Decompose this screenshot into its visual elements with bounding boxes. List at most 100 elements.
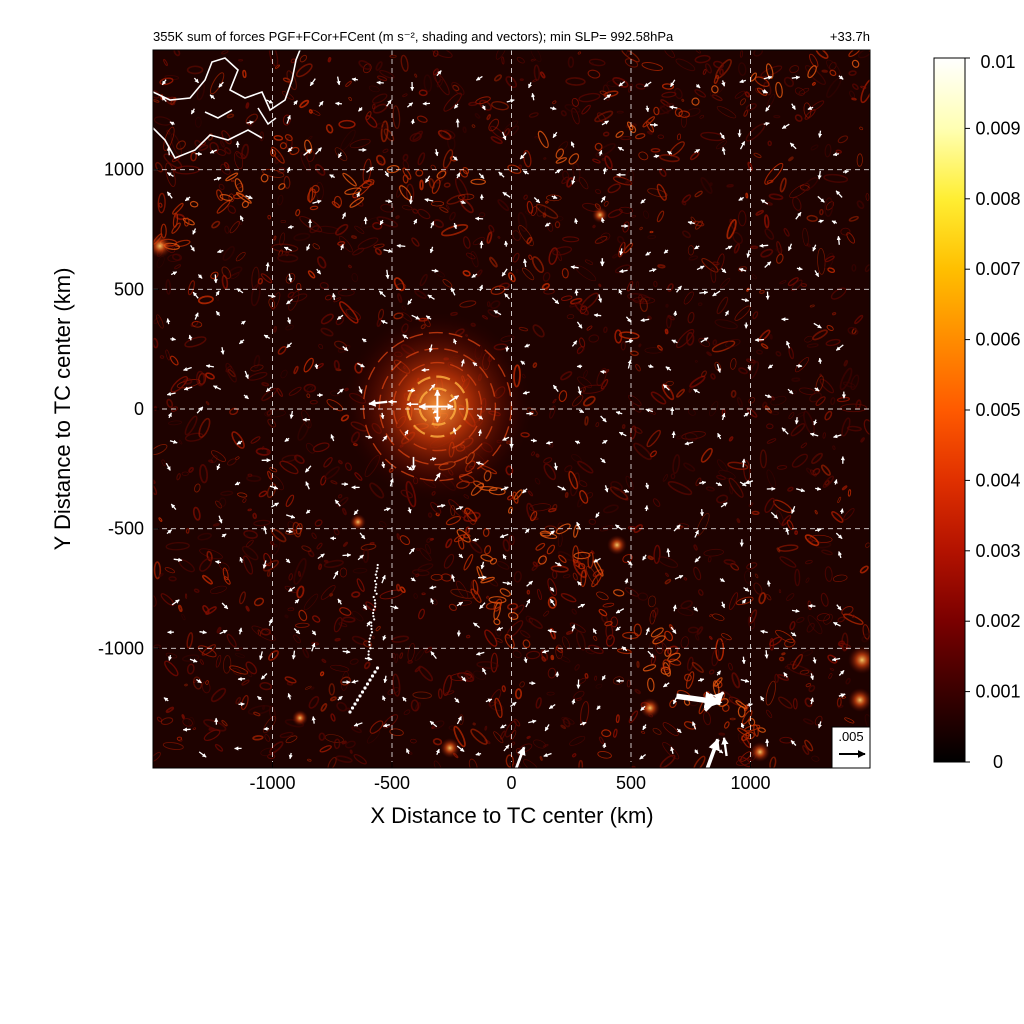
shading-swirl	[197, 532, 212, 541]
shading-swirl	[341, 740, 347, 745]
shading-swirl	[171, 406, 178, 412]
shading-swirl	[587, 69, 601, 79]
small-vector-arrow	[577, 603, 586, 609]
shading-swirl	[765, 594, 772, 601]
shading-swirl	[226, 458, 237, 466]
small-vector-arrow	[615, 411, 623, 416]
shading-swirl	[569, 622, 586, 633]
small-vector-arrow	[741, 598, 747, 604]
shading-swirl	[840, 227, 851, 236]
shading-swirl	[261, 387, 278, 402]
shading-swirl	[202, 574, 213, 585]
shading-swirl	[396, 184, 404, 198]
shading-swirl	[418, 665, 434, 682]
shading-swirl	[686, 656, 694, 672]
shading-swirl	[578, 759, 584, 768]
shading-band-swirl	[546, 544, 556, 555]
shading-band-swirl	[445, 515, 461, 526]
shading-swirl	[618, 331, 640, 340]
shading-swirl	[518, 225, 534, 247]
shading-swirl	[316, 256, 327, 269]
shading-swirl	[777, 544, 799, 552]
shading-swirl	[268, 298, 276, 309]
shading-swirl	[468, 758, 478, 768]
small-vector-arrow	[696, 265, 705, 271]
small-vector-arrow	[220, 347, 225, 355]
small-vector-arrow	[525, 598, 531, 608]
shading-swirl	[786, 519, 794, 531]
shading-swirl	[804, 534, 820, 547]
shading-swirl	[635, 363, 641, 372]
shading-swirl	[620, 135, 632, 141]
x-tick-label: 0	[506, 773, 516, 793]
shading-swirl	[626, 679, 631, 688]
small-vector-arrow	[709, 693, 717, 701]
small-vector-arrow	[763, 121, 770, 126]
shading-swirl	[526, 200, 534, 214]
shading-swirl	[726, 218, 737, 240]
shading-swirl	[264, 409, 286, 418]
small-vector-arrow	[424, 197, 434, 203]
shading-swirl	[257, 277, 264, 285]
small-vector-arrow	[209, 94, 216, 100]
shading-swirl	[375, 625, 381, 632]
small-vector-arrow	[218, 515, 223, 524]
shading-swirl	[584, 259, 594, 265]
shading-swirl	[647, 595, 657, 608]
small-vector-arrow	[760, 696, 765, 702]
shading-swirl	[551, 570, 558, 580]
shading-swirl	[399, 535, 411, 546]
shading-swirl	[443, 182, 451, 188]
shading-swirl	[588, 58, 606, 67]
shading-swirl	[421, 592, 426, 596]
shading-swirl	[472, 722, 476, 726]
small-vector-arrow	[357, 362, 365, 368]
small-vector-arrow	[188, 334, 193, 341]
shading-swirl	[245, 661, 258, 675]
small-vector-arrow	[406, 748, 410, 755]
shading-swirl	[513, 570, 522, 583]
shading-swirl	[153, 751, 161, 762]
shading-swirl	[683, 577, 688, 581]
shading-swirl	[706, 351, 712, 357]
force-vector	[703, 691, 725, 712]
shading-swirl	[181, 654, 200, 662]
small-vector-arrow	[306, 243, 311, 251]
shading-swirl	[338, 622, 348, 628]
shading-swirl	[547, 596, 558, 609]
trail-dot	[355, 698, 360, 702]
shading-swirl	[841, 485, 848, 491]
shading-swirl	[829, 667, 835, 671]
shading-swirl	[174, 264, 182, 270]
shading-band-swirl	[642, 664, 657, 672]
shading-swirl	[562, 236, 580, 243]
shading-swirl	[170, 376, 189, 393]
shading-swirl	[558, 655, 571, 663]
shading-swirl	[805, 577, 810, 583]
small-vector-arrow	[592, 628, 597, 635]
small-vector-arrow	[593, 557, 601, 563]
shading-band-swirl	[436, 170, 447, 179]
shading-swirl	[235, 696, 242, 705]
shading-swirl	[368, 85, 380, 93]
small-vector-arrow	[244, 370, 249, 379]
shading-swirl	[595, 422, 600, 428]
small-vector-arrow	[505, 346, 510, 352]
shading-band-swirl	[184, 217, 190, 227]
small-vector-arrow	[476, 414, 484, 420]
shading-swirl	[246, 475, 262, 482]
shading-swirl	[245, 605, 250, 612]
trail-dot	[365, 682, 370, 686]
small-vector-arrow	[283, 246, 292, 252]
shading-swirl	[493, 74, 503, 82]
shading-swirl	[232, 667, 242, 676]
shading-swirl	[583, 386, 586, 393]
shading-swirl	[383, 714, 399, 729]
shading-swirl	[536, 205, 546, 217]
shading-swirl	[442, 674, 453, 697]
shading-band-swirl	[674, 108, 683, 117]
shading-swirl	[214, 743, 224, 752]
shading-swirl	[430, 201, 445, 207]
small-vector-arrow	[475, 75, 483, 81]
shading-swirl	[647, 555, 654, 561]
